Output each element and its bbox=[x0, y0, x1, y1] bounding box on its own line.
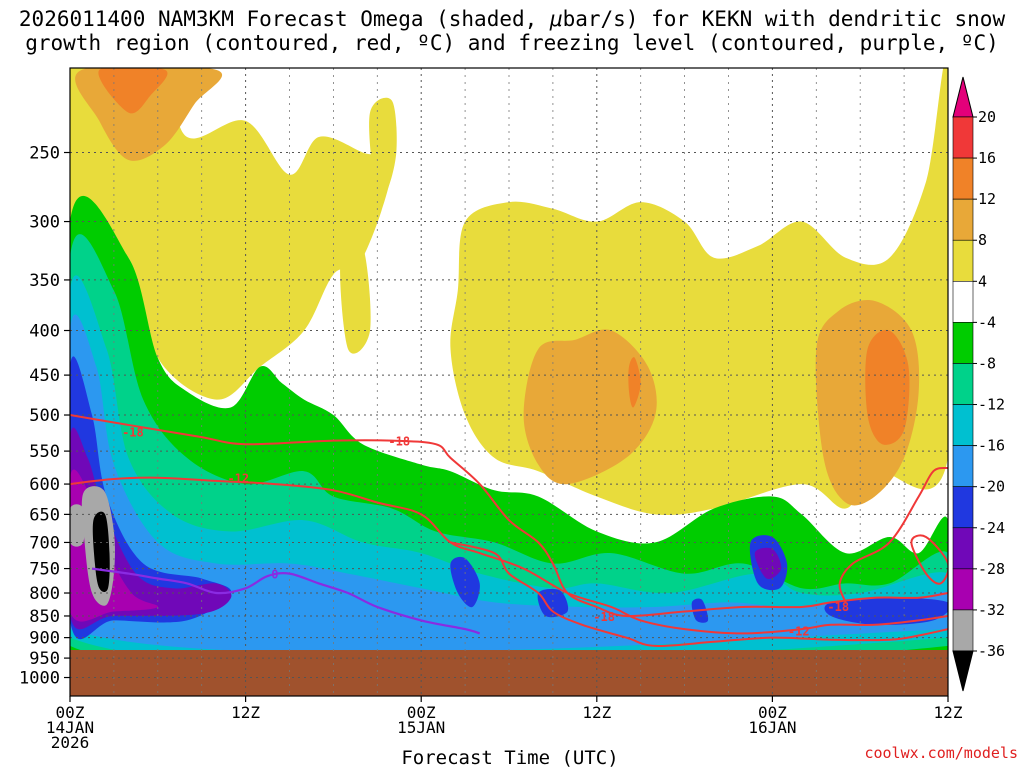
colorbar-bottom-triangle bbox=[952, 650, 974, 692]
dgz-contour-line-8 bbox=[910, 534, 948, 585]
y-tick-label-400: 400 bbox=[29, 322, 60, 342]
omega-region-k-25 bbox=[92, 511, 110, 593]
freezing-level-label: 0 bbox=[271, 568, 278, 582]
y-tick-label-450: 450 bbox=[29, 366, 60, 386]
y-tick-label-500: 500 bbox=[29, 406, 60, 426]
dgz-contour-label-4: -18 bbox=[827, 600, 849, 614]
y-tick-label-350: 350 bbox=[29, 271, 60, 291]
omega-region-o8-5 bbox=[523, 329, 657, 485]
colorbar-label-3: 8 bbox=[978, 231, 987, 249]
x-tick-label-h24-2: 15JAN bbox=[397, 718, 445, 737]
y-tick-label-950: 950 bbox=[29, 649, 60, 669]
y-tick-label-600: 600 bbox=[29, 475, 60, 495]
dgz-contour-line-0 bbox=[70, 414, 948, 618]
x-tick-label-h0-1: 00Z bbox=[56, 703, 85, 722]
colorbar-swatch-7 bbox=[952, 404, 974, 446]
dgz-contour-line-2 bbox=[70, 476, 948, 635]
chart-title-line2: growth region (contoured, red, ºC) and f… bbox=[25, 31, 999, 55]
x-tick-label-h60-1: 12Z bbox=[934, 703, 963, 722]
credit-url: coolwx.com/models bbox=[864, 744, 1018, 762]
dgz-contour-label-1: -18 bbox=[388, 435, 410, 449]
colorbar-top-triangle bbox=[952, 76, 974, 118]
plot-frame bbox=[69, 67, 949, 697]
omega-region-o12-7 bbox=[98, 68, 168, 114]
y-tick-label-700: 700 bbox=[29, 533, 60, 553]
colorbar-swatch-4 bbox=[952, 281, 974, 323]
y-tick-label-900: 900 bbox=[29, 629, 60, 649]
omega-shading bbox=[70, 68, 948, 692]
x-tick-label-h36-1: 12Z bbox=[582, 703, 611, 722]
y-axis: 2503003504004505005506006507007508008509… bbox=[19, 144, 70, 689]
colorbar-label-11: -28 bbox=[978, 560, 1005, 578]
y-tick-label-800: 800 bbox=[29, 584, 60, 604]
colorbar-label-4: 4 bbox=[978, 272, 987, 290]
colorbar-swatch-11 bbox=[952, 568, 974, 611]
omega-region-gr-24 bbox=[70, 504, 85, 547]
colorbar-swatch-3 bbox=[952, 239, 974, 282]
colorbar-label-5: -4 bbox=[978, 313, 996, 331]
colorbar-label-8: -16 bbox=[978, 437, 1005, 455]
colorbar-label-12: -32 bbox=[978, 601, 1005, 619]
colorbar-swatch-9 bbox=[952, 486, 974, 529]
colorbar-swatch-12 bbox=[952, 609, 974, 652]
omega-region-b-17 bbox=[824, 597, 948, 625]
y-tick-label-250: 250 bbox=[29, 144, 60, 164]
colorbar-swatch-1 bbox=[952, 157, 974, 200]
y-tick-label-550: 550 bbox=[29, 442, 60, 462]
y-tick-label-750: 750 bbox=[29, 560, 60, 580]
temperature-contours: -18 -18 -12 -18 -18 -12 0 bbox=[70, 414, 948, 647]
omega-region-p-21 bbox=[754, 547, 782, 580]
x-tick-label-h0-3: 2026 bbox=[51, 733, 90, 752]
dgz-contour-label-2: -12 bbox=[227, 472, 249, 486]
x-tick-label-h0-2: 14JAN bbox=[46, 718, 94, 737]
omega-region-lb-13 bbox=[70, 314, 948, 653]
plot-area: -18 -18 -12 -18 -18 -12 0 bbox=[70, 68, 948, 696]
colorbar-label-2: 12 bbox=[978, 190, 996, 208]
grid-lines bbox=[70, 68, 948, 696]
y-tick-label-1000: 1000 bbox=[19, 669, 60, 689]
colorbar-label-9: -20 bbox=[978, 478, 1005, 496]
dgz-contour-label-5: -12 bbox=[788, 624, 810, 638]
colorbar-label-0: 20 bbox=[978, 108, 996, 126]
freezing-level-line bbox=[91, 567, 481, 635]
x-tick-label-h12-1: 12Z bbox=[231, 703, 260, 722]
omega-region-b-15 bbox=[450, 556, 480, 608]
x-tick-label-h48-1: 00Z bbox=[758, 703, 787, 722]
chart-title-line1: 2026011400 NAM3KM Forecast Omega (shaded… bbox=[19, 7, 1006, 31]
dgz-contour-label-3: -18 bbox=[593, 610, 615, 624]
colorbar-label-6: -8 bbox=[978, 354, 996, 372]
colorbar-swatch-0 bbox=[952, 116, 974, 159]
x-tick-label-h48-2: 16JAN bbox=[748, 718, 796, 737]
y-tick-label-650: 650 bbox=[29, 505, 60, 525]
omega-region-o12-9 bbox=[628, 357, 641, 408]
dgz-contour-label-0: -18 bbox=[122, 425, 144, 439]
omega-region-y4-3 bbox=[340, 239, 371, 354]
colorbar-label-7: -12 bbox=[978, 396, 1005, 414]
y-tick-label-850: 850 bbox=[29, 607, 60, 627]
y-tick-label-300: 300 bbox=[29, 213, 60, 233]
colorbar-label-13: -36 bbox=[978, 642, 1005, 660]
omega-region-o12-8 bbox=[865, 329, 910, 445]
colorbar-swatch-2 bbox=[952, 198, 974, 241]
omega-region-b-18 bbox=[537, 588, 569, 618]
colorbar: 20 16 12 8 4 -4 -8 -12 -16 -20 -24 -28 -32 -36 bbox=[952, 76, 1005, 692]
colorbar-swatch-10 bbox=[952, 527, 974, 570]
colorbar-label-1: 16 bbox=[978, 149, 996, 167]
dgz-contour-line-7 bbox=[450, 541, 948, 647]
colorbar-swatch-6 bbox=[952, 363, 974, 405]
colorbar-swatch-5 bbox=[952, 322, 974, 364]
omega-region-y4-1 bbox=[369, 97, 397, 198]
x-axis-label: Forecast Time (UTC) bbox=[401, 747, 618, 768]
colorbar-swatch-8 bbox=[952, 445, 974, 487]
x-tick-label-h24-1: 00Z bbox=[407, 703, 436, 722]
colorbar-label-10: -24 bbox=[978, 519, 1005, 537]
dgz-contour-line-6 bbox=[838, 466, 948, 603]
